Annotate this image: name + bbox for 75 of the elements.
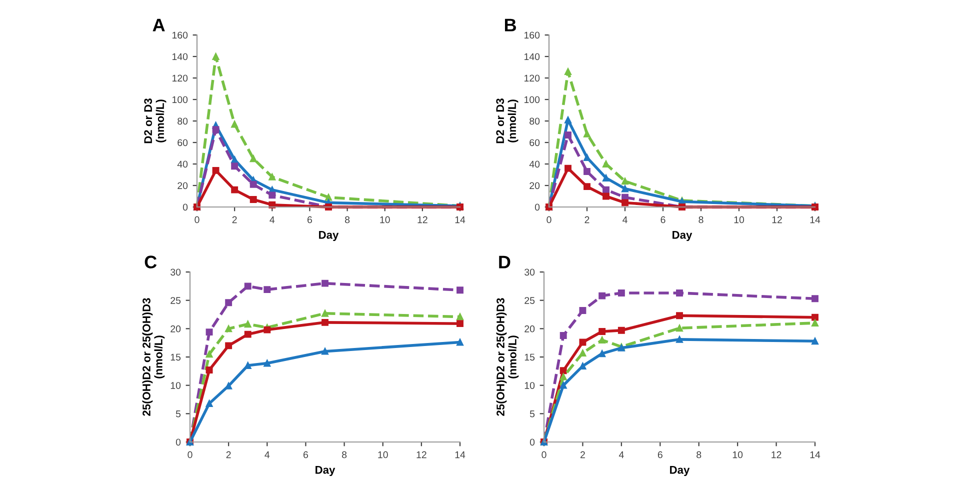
y-tick-label: 120 [172, 74, 188, 82]
x-tick-label: 0 [542, 451, 546, 458]
y-axis-title: D2 or D3 (nmol/L) [144, 98, 166, 144]
y-tick-label: 20 [170, 325, 181, 332]
x-tick-label: 2 [584, 216, 590, 224]
y-tick-label: 30 [170, 268, 181, 276]
x-axis-title: Day [316, 466, 336, 476]
y-tick-label: 160 [172, 32, 188, 39]
y-tick-label: 80 [530, 118, 540, 125]
x-tick-label: 12 [416, 451, 426, 458]
x-tick-label: 8 [345, 216, 350, 224]
y-tick-label: 25 [170, 297, 181, 304]
y-tick-label: 5 [530, 410, 535, 418]
chart-title: D [499, 256, 510, 268]
y-tick-label: 80 [178, 118, 188, 125]
y-tick-label: 15 [524, 354, 535, 361]
x-tick-label: 14 [455, 216, 466, 224]
x-tick-label: 12 [772, 216, 782, 224]
x-tick-label: 8 [342, 451, 347, 458]
x-axis-title: Day [672, 231, 692, 242]
x-tick-label: 8 [696, 451, 702, 458]
x-tick-label: 4 [270, 216, 275, 224]
chart-title: C [144, 256, 157, 268]
x-tick-label: 2 [226, 451, 231, 458]
x-tick-label: 6 [308, 216, 312, 224]
x-tick-label: 6 [304, 451, 308, 458]
y-axis-title: 25(OH)D2 or 25(OH)D3 (nmol/L) [142, 298, 165, 416]
x-tick-label: 6 [660, 216, 666, 224]
y-tick-label: 15 [170, 354, 181, 361]
y-tick-label: 140 [524, 53, 540, 60]
y-tick-label: 160 [524, 32, 540, 39]
y-tick-label: 60 [530, 139, 540, 146]
x-tick-label: 2 [580, 451, 585, 458]
y-tick-label: 30 [524, 268, 535, 276]
x-tick-label: 14 [810, 216, 820, 224]
x-tick-label: 10 [734, 216, 744, 224]
x-tick-label: 14 [810, 451, 820, 458]
y-tick-label: 10 [170, 382, 181, 389]
y-tick-label: 40 [529, 160, 540, 168]
y-tick-label: 0 [182, 204, 188, 211]
y-tick-label: 20 [178, 182, 188, 190]
x-tick-label: 6 [658, 451, 662, 458]
x-tick-label: 2 [232, 216, 237, 224]
chart-title: A [152, 18, 165, 32]
y-tick-label: 40 [177, 160, 188, 168]
chart-title: B [504, 18, 516, 32]
x-tick-label: 0 [546, 216, 552, 224]
x-axis-title: Day [319, 231, 339, 242]
y-tick-label: 20 [524, 325, 535, 332]
y-tick-label: 10 [524, 382, 535, 389]
x-tick-label: 0 [194, 216, 200, 224]
x-tick-label: 4 [618, 451, 624, 458]
y-tick-label: 20 [530, 182, 540, 190]
y-tick-label: 0 [534, 204, 540, 211]
y-tick-label: 120 [524, 74, 540, 82]
x-tick-label: 10 [378, 451, 388, 458]
x-tick-label: 10 [380, 216, 390, 224]
y-tick-label: 100 [524, 96, 540, 104]
x-tick-label: 12 [772, 451, 782, 458]
y-tick-label: 0 [530, 438, 535, 446]
y-tick-label: 140 [172, 53, 188, 60]
y-axis-title: 25(OH)D2 or 25(OH)D3 (nmol/L) [496, 298, 519, 416]
y-tick-label: 25 [524, 297, 535, 304]
y-axis-title: D2 or D3 (nmol/L) [496, 98, 518, 144]
x-tick-label: 12 [418, 216, 428, 224]
x-tick-label: 4 [264, 451, 270, 458]
x-tick-label: 8 [698, 216, 704, 224]
x-axis-title: Day [670, 466, 690, 476]
x-tick-label: 4 [622, 216, 628, 224]
y-tick-label: 5 [176, 410, 181, 418]
y-tick-label: 60 [178, 139, 188, 146]
x-tick-label: 10 [732, 451, 743, 458]
x-tick-label: 14 [455, 451, 466, 458]
y-tick-label: 100 [172, 96, 188, 104]
y-tick-label: 0 [176, 438, 181, 446]
